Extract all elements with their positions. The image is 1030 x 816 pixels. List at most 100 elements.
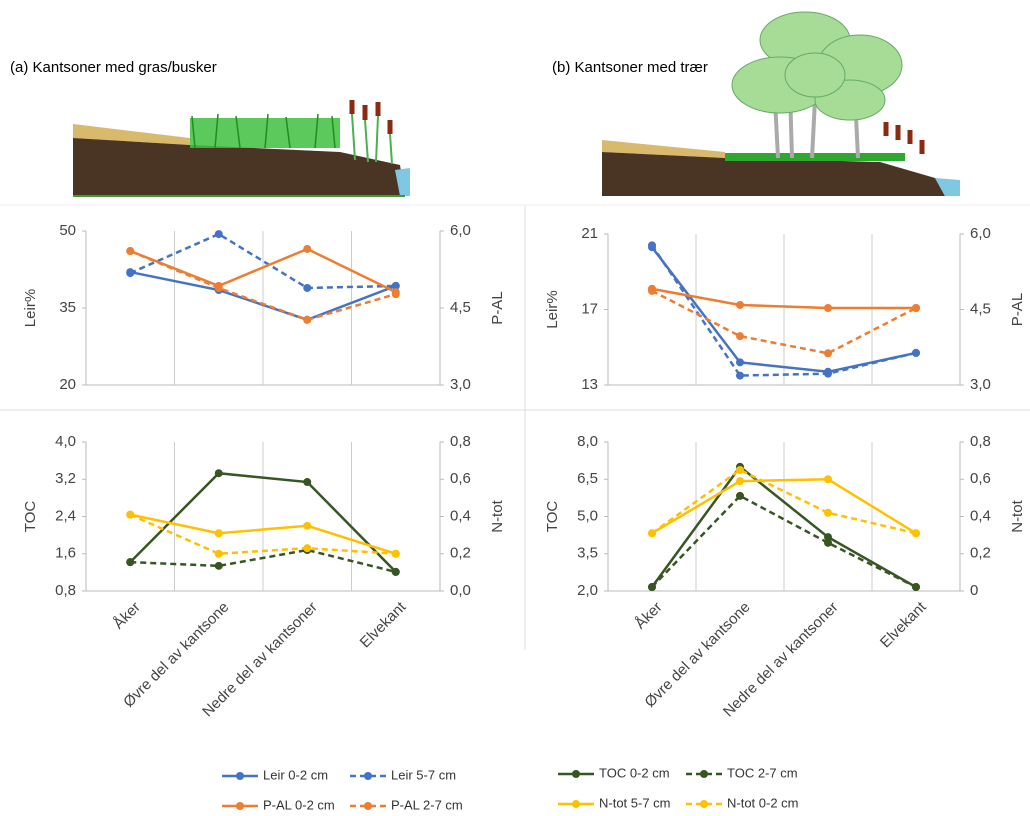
legend-label: Leir 5-7 cm	[391, 767, 456, 782]
y2-axis-label: N-tot	[1009, 499, 1026, 532]
y-tick-label: 1,6	[55, 545, 76, 562]
point	[736, 372, 744, 380]
point	[215, 284, 223, 292]
point	[648, 287, 656, 295]
point	[648, 583, 656, 591]
point	[126, 511, 134, 519]
figure: (a) Kantsoner med gras/busker 20 35 50 3,0 4,…	[0, 0, 1030, 816]
point	[736, 477, 744, 485]
y-tick-label: 50	[59, 222, 76, 239]
y2-tick-label: 3,0	[970, 376, 991, 393]
point	[824, 304, 832, 312]
point	[303, 316, 311, 324]
y-tick-label: 3,2	[55, 470, 76, 487]
y-axis-label: Leir%	[544, 290, 561, 328]
y-tick-label: 6,5	[577, 470, 598, 487]
point	[215, 469, 223, 477]
point	[824, 370, 832, 378]
y2-axis-label: N-tot	[489, 499, 506, 532]
point	[912, 529, 920, 537]
point	[648, 241, 656, 249]
point	[392, 568, 400, 576]
point	[303, 284, 311, 292]
y2-axis-label: P-AL	[1009, 293, 1026, 326]
legend-marker	[700, 770, 708, 778]
y-tick-label: 8,0	[577, 433, 598, 450]
x-tick-label: Åker	[110, 599, 144, 633]
y2-tick-label: 0,6	[450, 470, 471, 487]
y2-tick-label: 3,0	[450, 376, 471, 393]
legend-marker	[364, 772, 372, 780]
legend-label: N-tot 0-2 cm	[727, 795, 799, 810]
y2-tick-label: 6,0	[450, 222, 471, 239]
y-tick-label: 2,0	[577, 582, 598, 599]
legend-marker	[236, 772, 244, 780]
legend-label: TOC 2-7 cm	[727, 765, 798, 780]
point	[824, 539, 832, 547]
point	[736, 492, 744, 500]
y2-tick-label: 0,0	[450, 582, 471, 599]
y2-tick-label: 0,4	[970, 507, 991, 524]
point	[126, 269, 134, 277]
y-tick-label: 2,4	[55, 507, 76, 524]
x-tick-label: Elvekant	[877, 598, 930, 651]
point	[912, 583, 920, 591]
point	[912, 304, 920, 312]
y-tick-label: 35	[59, 299, 76, 316]
y2-tick-label: 0,4	[450, 507, 471, 524]
y-axis-label: Leir%	[22, 289, 39, 327]
legend-label: Leir 0-2 cm	[263, 767, 328, 782]
y-tick-label: 0,8	[55, 582, 76, 599]
point	[824, 349, 832, 357]
y-tick-label: 4,0	[55, 433, 76, 450]
y2-tick-label: 0,6	[970, 470, 991, 487]
illustration-grass	[73, 100, 410, 196]
point	[912, 349, 920, 357]
point	[215, 562, 223, 570]
y-tick-label: 5,0	[577, 507, 598, 524]
point	[392, 290, 400, 298]
y-tick-label: 20	[59, 376, 76, 393]
y-tick-label: 21	[581, 225, 598, 242]
point	[736, 332, 744, 340]
y2-tick-label: 0	[970, 582, 978, 599]
point	[392, 550, 400, 558]
legend-label: N-tot 5-7 cm	[599, 795, 671, 810]
y2-tick-label: 0,2	[970, 545, 991, 562]
legend-marker	[572, 770, 580, 778]
legend-label: P-AL 0-2 cm	[263, 797, 335, 812]
point	[303, 478, 311, 486]
panel-title: (a) Kantsoner med gras/busker	[10, 59, 217, 76]
y2-tick-label: 0,8	[450, 433, 471, 450]
legend-marker	[236, 802, 244, 810]
point	[215, 550, 223, 558]
legend-marker	[700, 800, 708, 808]
y2-tick-label: 0,8	[970, 433, 991, 450]
point	[648, 529, 656, 537]
y2-tick-label: 0,2	[450, 545, 471, 562]
y-tick-label: 17	[581, 300, 598, 317]
y2-tick-label: 6,0	[970, 225, 991, 242]
y-tick-label: 3,5	[577, 545, 598, 562]
x-tick-label: Elvekant	[357, 598, 410, 651]
y-axis-label: TOC	[22, 501, 39, 533]
y-tick-label: 13	[581, 376, 598, 393]
point	[303, 522, 311, 530]
point	[303, 245, 311, 253]
point	[303, 544, 311, 552]
legend-marker	[364, 802, 372, 810]
y2-tick-label: 4,5	[970, 300, 991, 317]
y-axis-label: TOC	[544, 501, 561, 533]
point	[126, 247, 134, 255]
panel-title: (b) Kantsoner med trær	[552, 59, 708, 76]
point	[824, 475, 832, 483]
legend-marker	[572, 800, 580, 808]
point	[736, 358, 744, 366]
legend-label: TOC 0-2 cm	[599, 765, 670, 780]
y2-axis-label: P-AL	[489, 291, 506, 324]
point	[126, 558, 134, 566]
legend-label: P-AL 2-7 cm	[391, 797, 463, 812]
x-tick-label: Åker	[632, 599, 666, 633]
point	[215, 230, 223, 238]
illustration-trees	[602, 12, 960, 196]
